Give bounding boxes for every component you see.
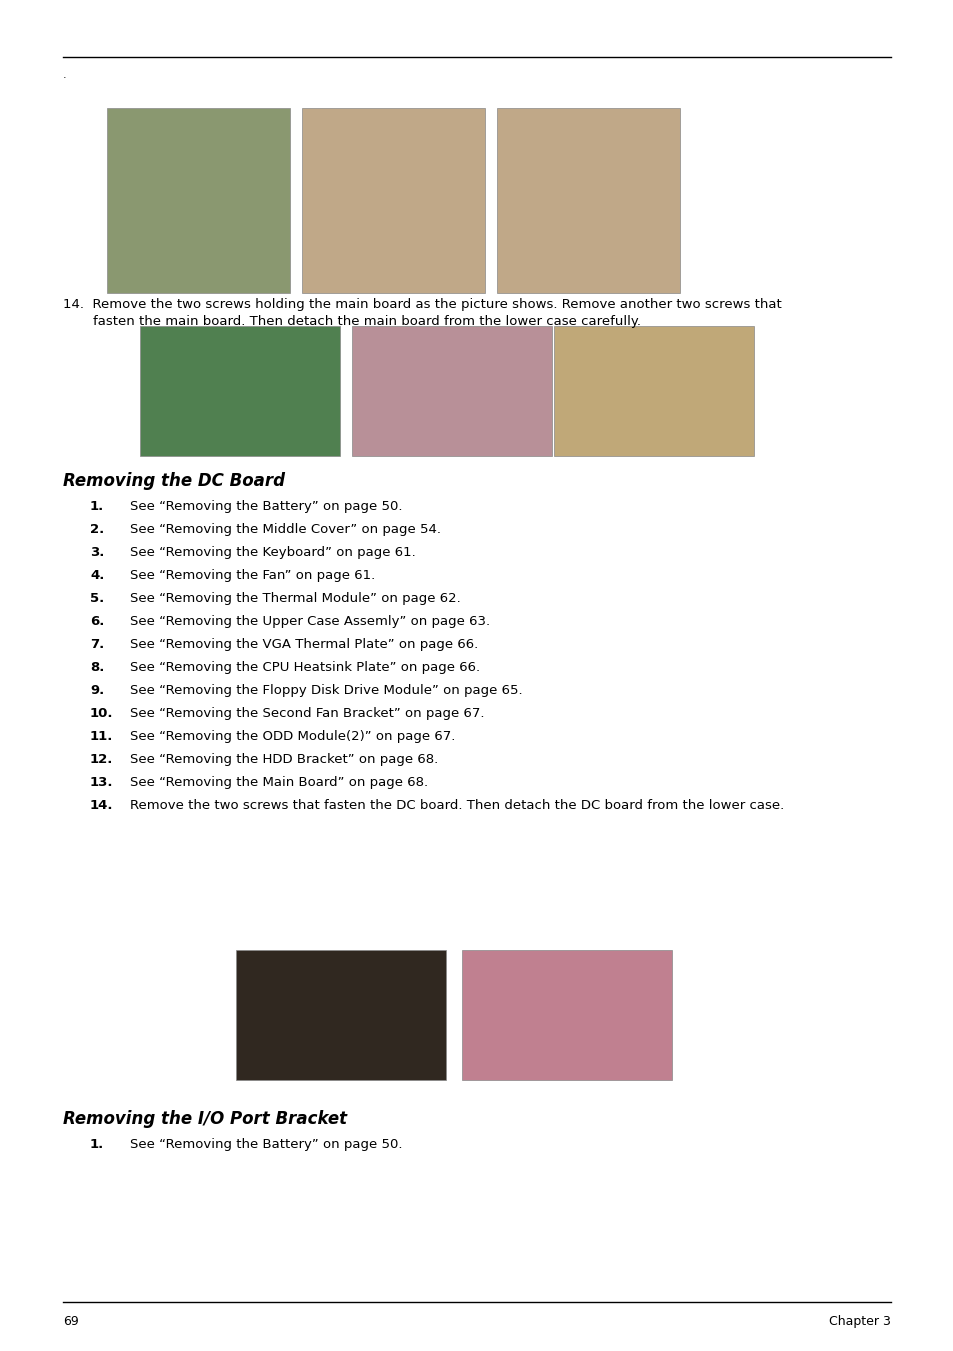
- Text: 14.  Remove the two screws holding the main board as the picture shows. Remove a: 14. Remove the two screws holding the ma…: [63, 299, 781, 311]
- Text: Chapter 3: Chapter 3: [828, 1315, 890, 1328]
- Bar: [352, 326, 552, 457]
- Text: 69: 69: [63, 1315, 79, 1328]
- Text: See “Removing the HDD Bracket” on page 68.: See “Removing the HDD Bracket” on page 6…: [130, 753, 437, 766]
- Text: 13.: 13.: [90, 775, 113, 789]
- Text: See “Removing the Main Board” on page 68.: See “Removing the Main Board” on page 68…: [130, 775, 428, 789]
- Text: 9.: 9.: [90, 684, 104, 697]
- Text: See “Removing the Fan” on page 61.: See “Removing the Fan” on page 61.: [130, 569, 375, 582]
- Text: See “Removing the Battery” on page 50.: See “Removing the Battery” on page 50.: [130, 1138, 402, 1151]
- Bar: [497, 108, 679, 293]
- Text: 11.: 11.: [90, 730, 113, 743]
- Bar: [554, 326, 753, 457]
- Text: 14.: 14.: [90, 798, 113, 812]
- Text: See “Removing the ODD Module(2)” on page 67.: See “Removing the ODD Module(2)” on page…: [130, 730, 455, 743]
- Text: See “Removing the Second Fan Bracket” on page 67.: See “Removing the Second Fan Bracket” on…: [130, 707, 484, 720]
- Text: See “Removing the Middle Cover” on page 54.: See “Removing the Middle Cover” on page …: [130, 523, 440, 536]
- Text: See “Removing the CPU Heatsink Plate” on page 66.: See “Removing the CPU Heatsink Plate” on…: [130, 661, 479, 674]
- Text: Removing the I/O Port Bracket: Removing the I/O Port Bracket: [63, 1111, 347, 1128]
- Text: 8.: 8.: [90, 661, 104, 674]
- Text: Remove the two screws that fasten the DC board. Then detach the DC board from th: Remove the two screws that fasten the DC…: [130, 798, 783, 812]
- Bar: [107, 108, 290, 293]
- Text: 6.: 6.: [90, 615, 104, 628]
- Text: See “Removing the Thermal Module” on page 62.: See “Removing the Thermal Module” on pag…: [130, 592, 460, 605]
- Text: 5.: 5.: [90, 592, 104, 605]
- Text: 10.: 10.: [90, 707, 113, 720]
- Text: 3.: 3.: [90, 546, 104, 559]
- Text: 7.: 7.: [90, 638, 104, 651]
- Text: See “Removing the Battery” on page 50.: See “Removing the Battery” on page 50.: [130, 500, 402, 513]
- Bar: [140, 326, 339, 457]
- Text: See “Removing the Upper Case Assemly” on page 63.: See “Removing the Upper Case Assemly” on…: [130, 615, 490, 628]
- Text: 12.: 12.: [90, 753, 113, 766]
- Text: 1.: 1.: [90, 1138, 104, 1151]
- Text: 2.: 2.: [90, 523, 104, 536]
- Bar: [302, 108, 484, 293]
- Text: 1.: 1.: [90, 500, 104, 513]
- Text: See “Removing the VGA Thermal Plate” on page 66.: See “Removing the VGA Thermal Plate” on …: [130, 638, 477, 651]
- Bar: [461, 950, 671, 1079]
- Bar: [235, 950, 446, 1079]
- Text: 4.: 4.: [90, 569, 104, 582]
- Text: See “Removing the Keyboard” on page 61.: See “Removing the Keyboard” on page 61.: [130, 546, 416, 559]
- Text: .: .: [63, 70, 67, 80]
- Text: fasten the main board. Then detach the main board from the lower case carefully.: fasten the main board. Then detach the m…: [92, 315, 640, 328]
- Text: See “Removing the Floppy Disk Drive Module” on page 65.: See “Removing the Floppy Disk Drive Modu…: [130, 684, 522, 697]
- Text: Removing the DC Board: Removing the DC Board: [63, 471, 285, 490]
